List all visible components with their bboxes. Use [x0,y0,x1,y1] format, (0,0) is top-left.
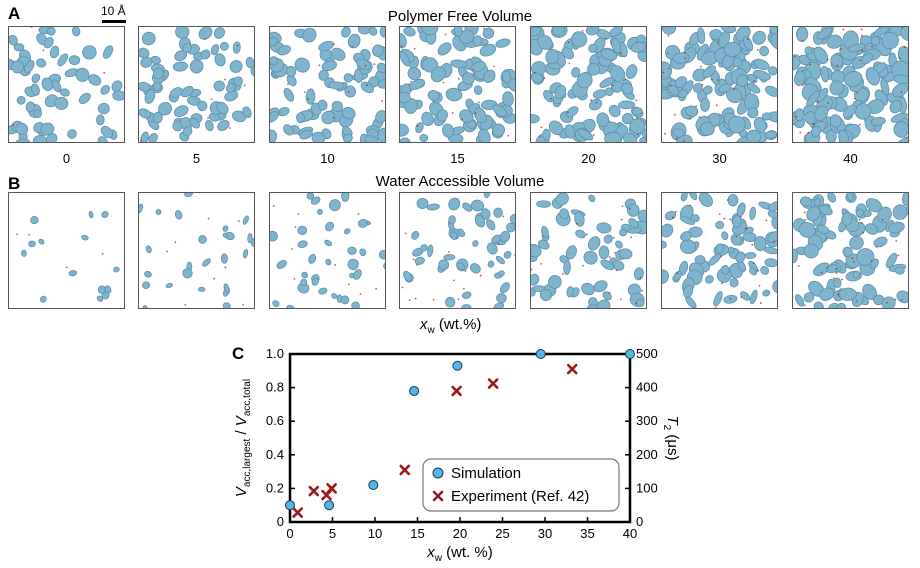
scale-bar-label: 10 Å [101,4,126,18]
tile-render [270,193,385,308]
x-tick-label: 30 [538,526,552,541]
panel-a-letter: A [8,4,21,23]
tile-label-40: 40 [843,151,858,166]
tile-render [793,193,908,308]
free-volume-tile-0 [8,26,125,143]
free-volume-tile-3 [399,26,516,143]
y-left-axis-label: Vacc,largest / Vacc,total [233,379,253,497]
tile-render [793,27,908,142]
y-right-tick-label: 200 [636,447,658,462]
water-volume-tile-2 [269,192,386,309]
free-volume-tile-4 [530,26,647,143]
simulation-point [452,360,463,371]
y-right-tick-label: 100 [636,480,658,495]
x-axis-label: xw (wt. %) [426,544,493,564]
water-volume-tile-0 [8,192,125,309]
y-right-tick-label: 400 [636,380,658,395]
tile-render [531,193,646,308]
y-left-tick-label: 0.2 [266,480,284,495]
x-tick-label: 40 [623,526,637,541]
x-tick-label: 10 [368,526,382,541]
tile-render [9,27,124,142]
experiment-point [451,385,462,397]
scale-bar [102,20,126,23]
experiment-point [566,363,578,375]
simulation-point [625,349,635,359]
tile-label-10: 10 [320,151,335,166]
tile-render [531,27,646,142]
y-left-tick-label: 0.6 [266,413,284,428]
water-volume-tile-4 [530,192,647,309]
water-volume-tile-5 [661,192,778,309]
panel-b-xaxis-label: xw (wt.%) [420,316,481,336]
y-left-tick-label: 0.4 [266,447,284,462]
free-volume-tile-5 [661,26,778,143]
x-tick-label: 25 [495,526,509,541]
tile-render [16,211,120,303]
free-volume-tile-2 [269,26,386,143]
tile-render [662,27,777,142]
tile-label-5: 5 [192,151,201,166]
experiment-point [487,378,499,389]
tile-label-15: 15 [450,151,465,166]
y-right-tick-label: 300 [636,413,658,428]
tile-render [139,27,254,142]
tile-label-30: 30 [712,151,727,166]
experiment-point [292,507,303,518]
tile-render [139,193,254,308]
y-right-tick-label: 500 [636,346,658,361]
legend-box [422,458,620,512]
legend-simulation-marker [432,467,444,479]
legend: Simulation Experiment (Ref. 42) [422,458,620,512]
legend-experiment-label: Experiment (Ref. 42) [451,488,589,505]
water-volume-tile-3 [399,192,516,309]
water-volume-tile-1 [138,192,255,309]
y-left-tick-label: 0 [277,514,284,529]
x-tick-label: 15 [410,526,424,541]
water-volume-tile-6 [792,192,909,309]
panel-b-title: Water Accessible Volume [375,173,545,190]
simulation-point [409,385,420,396]
xw-sub: w [427,325,435,336]
y-right-tick-label: 0 [636,514,643,529]
simulation-point [285,500,295,511]
free-volume-tile-6 [792,26,909,143]
y-right-axis-label: T2 (μs) [661,415,680,460]
simulation-point [535,349,546,359]
x-tick-label: 20 [453,526,467,541]
tile-label-0: 0 [62,151,71,166]
legend-simulation-label: Simulation [451,465,521,482]
experiment-point [308,485,320,497]
simulation-point [324,500,335,511]
y-left-tick-label: 0.8 [266,380,284,395]
simulation-point [368,480,379,491]
x-tick-label: 0 [286,526,293,541]
tile-render [401,193,515,308]
panel-a-title: Polymer Free Volume [387,8,533,25]
x-tick-label: 5 [329,526,336,541]
tile-render [400,27,515,142]
free-volume-tile-1 [138,26,255,143]
x-tick-label: 35 [580,526,594,541]
tile-render [662,193,777,308]
scatter-chart: 0 5 10 15 20 25 30 35 4000.20.40.60.81.001002003… [233,346,680,564]
experiment-point [326,483,337,494]
xw-unit: (wt.%) [434,316,482,333]
panel-c-letter: C [232,344,245,363]
tile-label-20: 20 [581,151,596,166]
experiment-point [399,464,411,476]
xw-var: x [420,316,428,333]
panel-b-letter: B [8,174,21,193]
y-left-tick-label: 1.0 [266,346,284,361]
legend-experiment-marker [432,490,444,502]
tile-render [270,27,385,142]
